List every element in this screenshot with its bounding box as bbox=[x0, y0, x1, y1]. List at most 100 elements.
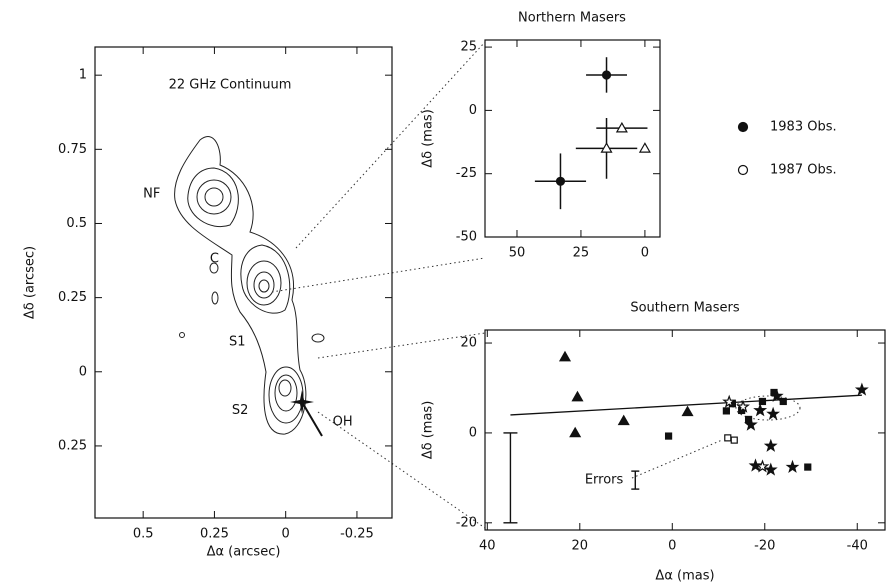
point bbox=[730, 436, 738, 444]
y-tick-label: 0 bbox=[469, 103, 477, 118]
contour bbox=[278, 379, 292, 397]
point bbox=[753, 403, 768, 417]
contour bbox=[209, 262, 219, 274]
y-tick-label: 1 bbox=[79, 68, 87, 83]
connector bbox=[271, 257, 486, 293]
annotation: OH bbox=[333, 415, 353, 430]
point bbox=[763, 462, 778, 476]
point bbox=[804, 463, 812, 471]
point bbox=[755, 459, 770, 473]
x-tick-label: 25 bbox=[573, 246, 590, 261]
contour bbox=[258, 279, 270, 293]
plot-frame bbox=[484, 39, 661, 238]
y-tick-label: -50 bbox=[456, 230, 477, 245]
point bbox=[569, 426, 582, 438]
x-tick-label: 0 bbox=[668, 539, 676, 554]
legend-label: 1987 Obs. bbox=[770, 163, 837, 178]
error-label: Errors bbox=[585, 473, 624, 488]
connector bbox=[295, 41, 486, 249]
connectors bbox=[271, 41, 801, 529]
contour bbox=[246, 260, 282, 306]
contour bbox=[187, 167, 239, 227]
fit-line bbox=[510, 394, 862, 416]
point bbox=[600, 142, 613, 153]
contour bbox=[240, 244, 291, 314]
legend-label: 1983 Obs. bbox=[770, 120, 837, 135]
plot-frame bbox=[94, 46, 393, 519]
point bbox=[722, 407, 730, 415]
connector bbox=[317, 332, 486, 359]
x-tick-label: 0.5 bbox=[133, 527, 154, 542]
point bbox=[558, 350, 572, 362]
point bbox=[664, 432, 673, 440]
point bbox=[766, 406, 780, 420]
contour bbox=[174, 136, 307, 435]
point bbox=[555, 176, 566, 186]
connector bbox=[631, 439, 723, 479]
contour bbox=[253, 271, 275, 299]
point bbox=[779, 397, 787, 406]
contour bbox=[179, 332, 185, 338]
x-axis-label: Δα (mas) bbox=[655, 569, 714, 584]
point bbox=[744, 417, 758, 431]
annotation: S1 bbox=[229, 335, 246, 350]
point bbox=[601, 70, 612, 80]
y-axis-label: Δδ (mas) bbox=[421, 109, 436, 168]
y-tick-label: 0 bbox=[469, 425, 477, 440]
point bbox=[638, 142, 651, 153]
contour bbox=[196, 179, 232, 215]
y-tick-label: 0 bbox=[79, 364, 87, 379]
point bbox=[681, 405, 694, 417]
chart-title: Northern Masers bbox=[518, 11, 626, 26]
point bbox=[724, 434, 732, 442]
y-axis-label: Δδ (mas) bbox=[421, 401, 436, 460]
x-tick-label: 50 bbox=[509, 246, 526, 261]
x-tick-label: -0.25 bbox=[340, 527, 374, 542]
annotation: NF bbox=[143, 186, 160, 201]
legend-marker bbox=[737, 121, 749, 133]
x-axis-label: Δα (arcsec) bbox=[207, 545, 281, 560]
x-tick-label: 40 bbox=[479, 539, 496, 554]
x-tick-label: 0.25 bbox=[200, 527, 229, 542]
x-tick-label: -40 bbox=[847, 539, 868, 554]
point bbox=[615, 121, 628, 133]
annotation: S2 bbox=[232, 403, 249, 418]
point bbox=[758, 397, 767, 406]
contour bbox=[274, 374, 298, 412]
y-tick-label: 0.25 bbox=[58, 438, 87, 453]
point bbox=[617, 414, 630, 426]
point bbox=[769, 388, 784, 402]
y-tick-label: 0.5 bbox=[66, 216, 87, 231]
contour bbox=[204, 187, 224, 207]
annotation: C bbox=[210, 252, 219, 267]
y-tick-label: -25 bbox=[456, 166, 477, 181]
x-tick-label: 20 bbox=[572, 539, 589, 554]
point bbox=[748, 458, 763, 472]
legend-marker bbox=[737, 164, 749, 176]
y-tick-label: 20 bbox=[460, 336, 477, 351]
point bbox=[736, 399, 750, 413]
y-tick-label: -20 bbox=[456, 515, 477, 530]
y-tick-label: 0.25 bbox=[58, 290, 87, 305]
oh-arrow bbox=[301, 401, 323, 437]
y-axis-label: Δδ (arcsec) bbox=[23, 246, 38, 319]
point bbox=[854, 382, 869, 396]
chart-title: Southern Masers bbox=[630, 301, 740, 316]
point bbox=[785, 459, 800, 473]
chart-title: 22 GHz Continuum bbox=[169, 78, 292, 93]
cluster-outline bbox=[735, 395, 801, 421]
contour bbox=[211, 291, 219, 305]
point bbox=[722, 394, 737, 408]
x-tick-label: 0 bbox=[641, 246, 649, 261]
x-tick-label: -20 bbox=[754, 539, 775, 554]
x-tick-label: 0 bbox=[282, 527, 290, 542]
contour-map bbox=[174, 136, 325, 437]
point bbox=[763, 438, 778, 452]
contour bbox=[311, 333, 325, 343]
y-tick-label: 0.75 bbox=[58, 142, 87, 157]
plot-frame bbox=[484, 329, 886, 531]
oh-marker bbox=[290, 390, 314, 414]
point bbox=[571, 390, 584, 402]
y-tick-label: 25 bbox=[460, 40, 477, 55]
